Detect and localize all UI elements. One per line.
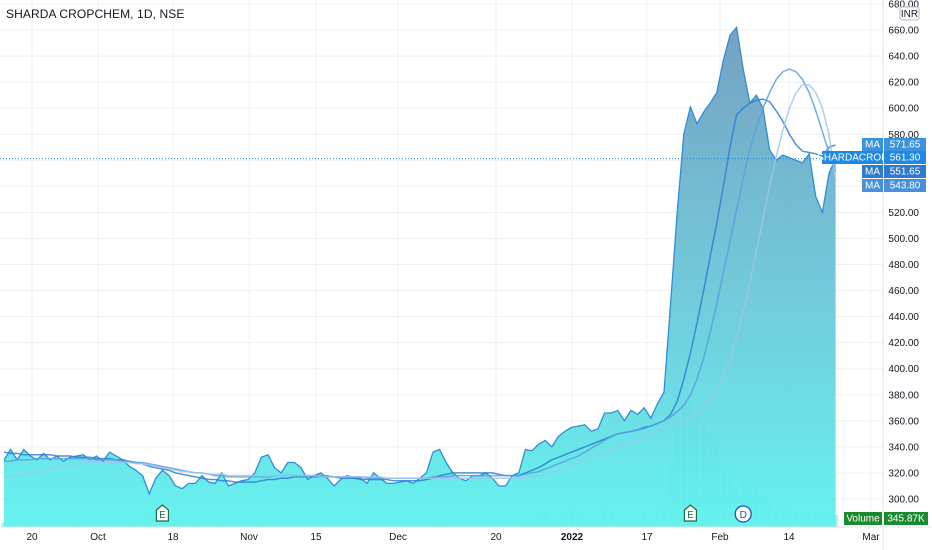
price-tick-label: 380.00 bbox=[888, 390, 919, 401]
ma-tag-value-bg bbox=[884, 179, 926, 192]
time-tick-label: 20 bbox=[26, 532, 38, 543]
price-tick-label: 620.00 bbox=[888, 78, 919, 89]
price-tick-label: 420.00 bbox=[888, 338, 919, 349]
ma-tag-value-bg bbox=[884, 138, 926, 151]
time-tick-label: Nov bbox=[240, 532, 258, 543]
ma-tag-name-bg bbox=[862, 165, 883, 178]
ma-tag-value: 543.80 bbox=[890, 181, 921, 192]
ma-tag-name: MA bbox=[865, 181, 880, 192]
time-tick-label: 18 bbox=[167, 532, 179, 543]
ma-tag-name-bg bbox=[862, 138, 883, 151]
volume-tag-name: Volume bbox=[846, 514, 880, 525]
price-tag-value-bg bbox=[884, 151, 926, 164]
price-axis[interactable]: 300.00 320.00 340.00 360.00 380.00 400.00 420.… bbox=[882, 0, 920, 550]
price-tag-value: 561.30 bbox=[890, 153, 921, 164]
price-tick-label: 400.00 bbox=[888, 364, 919, 375]
event-marker-label: E bbox=[687, 510, 694, 521]
volume-tag-value-bg bbox=[884, 512, 928, 525]
earnings-marker[interactable]: E bbox=[683, 504, 697, 522]
price-tag-name: SHARDACROP bbox=[817, 153, 888, 164]
chart-title: SHARDA CROPCHEM, 1D, NSE bbox=[6, 7, 185, 21]
price-tick-label: 340.00 bbox=[888, 442, 919, 453]
event-marker-label: D bbox=[740, 510, 747, 521]
price-tick-label: 640.00 bbox=[888, 52, 919, 63]
ma-tag-name: MA bbox=[865, 167, 880, 178]
time-tick-label: 20 bbox=[490, 532, 502, 543]
currency-badge bbox=[899, 6, 920, 21]
currency-label: INR bbox=[901, 9, 918, 20]
price-tick-label: 660.00 bbox=[888, 26, 919, 37]
time-tick-label: Feb bbox=[711, 532, 729, 543]
time-tick-label: 2022 bbox=[561, 532, 584, 543]
ma-line bbox=[3, 84, 837, 479]
ma-tag-value-bg bbox=[884, 165, 926, 178]
earnings-marker-shape bbox=[683, 504, 697, 522]
event-marker-label: E bbox=[159, 510, 166, 521]
time-tick-label: 14 bbox=[783, 532, 795, 543]
price-tick-label: 360.00 bbox=[888, 416, 919, 427]
price-tick-label: 600.00 bbox=[888, 104, 919, 115]
earnings-marker[interactable]: E bbox=[155, 504, 169, 522]
price-tick-label: 580.00 bbox=[888, 130, 919, 141]
price-tick-label: 680.00 bbox=[888, 0, 919, 11]
dividend-marker-shape bbox=[734, 505, 752, 523]
time-tick-label: Dec bbox=[389, 532, 407, 543]
price-tick-label: 440.00 bbox=[888, 312, 919, 323]
ma-tag-name: MA bbox=[865, 140, 880, 151]
earnings-marker-shape bbox=[155, 504, 169, 522]
volume-tag-name-bg bbox=[844, 512, 882, 525]
price-tag-name-bg bbox=[822, 151, 883, 164]
price-tick-label: 460.00 bbox=[888, 286, 919, 297]
time-tick-label: Oct bbox=[90, 532, 106, 543]
dividend-marker[interactable]: D bbox=[734, 505, 752, 523]
price-area-fill bbox=[4, 27, 836, 528]
price-area bbox=[3, 25, 837, 528]
price-tick-label: 480.00 bbox=[888, 260, 919, 271]
time-axis[interactable]: 20 Oct 18 Nov 15 Dec 20 2022 17 Feb 14 Mar bbox=[0, 526, 932, 543]
volume-tag-value: 345.87K bbox=[887, 514, 925, 525]
price-tick-label: 300.00 bbox=[888, 495, 919, 506]
moving-averages bbox=[3, 68, 837, 483]
price-tick-label: 520.00 bbox=[888, 208, 919, 219]
ma-tag-value: 551.65 bbox=[890, 167, 921, 178]
time-tick-label: 17 bbox=[641, 532, 653, 543]
time-tick-label: Mar bbox=[862, 532, 880, 543]
ma-tag-name-bg bbox=[862, 179, 883, 192]
ma-tag-value: 571.65 bbox=[890, 140, 921, 151]
time-tick-label: 15 bbox=[310, 532, 322, 543]
price-tick-label: 500.00 bbox=[888, 234, 919, 245]
price-tick-label: 320.00 bbox=[888, 468, 919, 479]
